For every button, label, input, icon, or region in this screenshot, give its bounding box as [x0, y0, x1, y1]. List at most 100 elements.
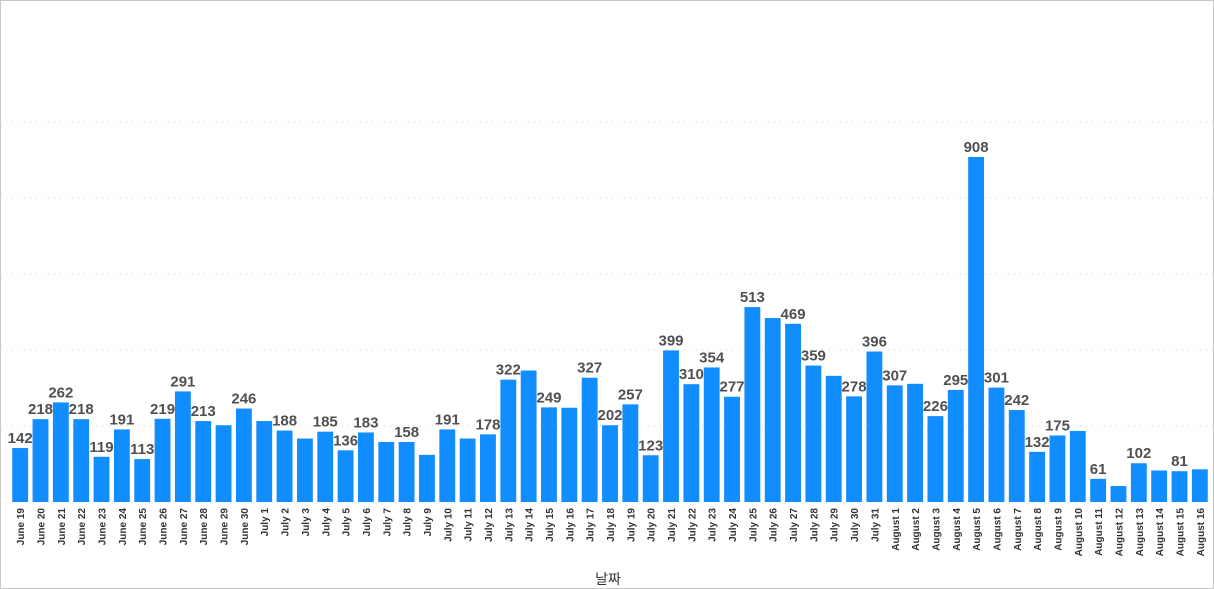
bar [296, 438, 313, 502]
data-label: 295 [943, 372, 968, 389]
data-label: 113 [130, 441, 154, 458]
bar [1191, 469, 1208, 502]
bar [907, 383, 924, 502]
x-tick-label: July 9 [423, 508, 434, 537]
bar [73, 419, 90, 502]
x-tick-label: July 14 [525, 508, 536, 542]
x-tick-label: July 25 [748, 508, 759, 542]
bar [500, 379, 517, 502]
x-tick-label: June 26 [159, 508, 170, 546]
data-label: 102 [1126, 445, 1151, 462]
bar [642, 455, 659, 502]
x-tick-label: July 3 [301, 508, 312, 537]
data-label: 213 [191, 403, 216, 420]
bar [195, 421, 212, 502]
bar [1029, 451, 1046, 502]
x-tick-label: June 27 [179, 508, 190, 546]
x-tick-label: August 11 [1094, 508, 1105, 556]
data-label: 185 [313, 414, 338, 431]
x-tick-label: July 17 [586, 508, 597, 542]
data-label: 188 [272, 413, 297, 430]
x-tick-label: August 12 [1114, 508, 1125, 557]
data-label: 257 [618, 386, 643, 403]
bar [1151, 470, 1168, 502]
bar [785, 323, 801, 502]
bar [154, 418, 171, 502]
x-tick-label: June 28 [199, 508, 210, 546]
data-label: 278 [842, 378, 867, 395]
x-tick-label: July 31 [870, 508, 881, 542]
bar [581, 377, 598, 502]
x-tick-label: July 26 [769, 508, 780, 542]
x-tick-label: July 5 [342, 508, 353, 537]
bar [459, 438, 476, 502]
x-tick-label: July 29 [830, 508, 841, 542]
data-label: 191 [109, 411, 134, 428]
x-tick-labels: June 19 June 20 June 21 June 22 June 23 June … [16, 508, 1207, 557]
x-tick-label: June 19 [16, 508, 27, 546]
bar [378, 441, 395, 502]
x-tick-label: August 4 [952, 508, 963, 551]
x-tick-label: June 29 [220, 508, 231, 546]
x-tick-label: July 12 [484, 508, 495, 542]
data-label: 219 [150, 401, 175, 418]
data-label: 469 [781, 306, 806, 323]
x-tick-label: July 15 [545, 508, 556, 542]
x-tick-label: August 1 [891, 508, 902, 551]
bar [12, 448, 29, 502]
x-tick-label: August 3 [931, 508, 942, 551]
data-label: 327 [577, 360, 602, 377]
bar [703, 367, 720, 502]
data-label: 132 [1025, 434, 1050, 451]
x-tick-label: July 28 [809, 508, 820, 542]
bar [317, 431, 334, 502]
bar [825, 375, 842, 502]
x-tick-label: July 2 [281, 508, 292, 537]
x-tick-label: June 23 [98, 508, 109, 546]
bar [358, 432, 374, 502]
data-label: 359 [801, 348, 826, 365]
bar [1069, 430, 1086, 502]
data-label: 81 [1171, 453, 1188, 470]
data-label: 908 [964, 139, 989, 156]
data-label: 178 [475, 416, 500, 433]
bar [927, 416, 944, 502]
data-label: 277 [720, 379, 745, 396]
bar [805, 365, 822, 502]
x-tick-label: August 10 [1074, 508, 1085, 557]
data-label: 136 [333, 432, 358, 449]
x-tick-label: August 6 [992, 508, 1003, 551]
x-tick-label: July 10 [443, 508, 454, 542]
x-tick-label: July 30 [850, 508, 861, 542]
data-label: 249 [536, 389, 561, 406]
bar [215, 425, 232, 502]
x-tick-label: August 2 [911, 508, 922, 551]
x-tick-label: June 24 [118, 508, 129, 546]
bar [419, 454, 435, 502]
x-tick-label: July 24 [728, 508, 739, 542]
data-label: 226 [923, 398, 948, 415]
bar [602, 425, 618, 502]
data-label: 183 [353, 414, 378, 431]
x-tick-label: June 22 [77, 508, 88, 546]
x-tick-label: July 16 [565, 508, 576, 542]
bar [174, 391, 191, 502]
data-label: 175 [1045, 418, 1070, 435]
bar [663, 350, 679, 502]
bar [683, 384, 700, 502]
x-tick-label: July 8 [403, 508, 414, 537]
bar [744, 307, 761, 502]
x-tick-label: August 5 [972, 508, 983, 551]
x-tick-label: July 20 [647, 508, 658, 542]
bar [1110, 486, 1127, 502]
bar [32, 419, 49, 502]
data-label: 246 [231, 391, 256, 408]
bar [947, 389, 964, 502]
bars [12, 156, 1208, 502]
bar [541, 407, 557, 502]
data-label: 218 [28, 401, 53, 418]
x-tick-label: August 14 [1155, 508, 1166, 557]
bar [276, 430, 293, 502]
x-tick-label: August 16 [1196, 508, 1207, 557]
